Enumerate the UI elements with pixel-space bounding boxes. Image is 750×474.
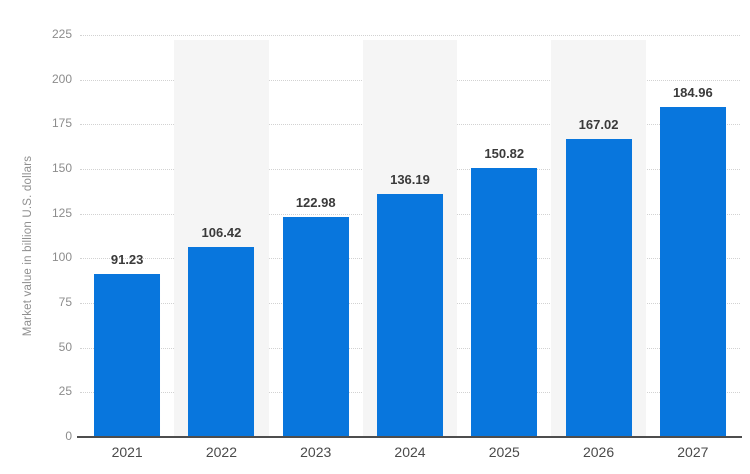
year-label-2026: 2026 <box>582 444 615 460</box>
year-label-2027: 2027 <box>677 444 709 460</box>
bar-value-label-2024: 136.19 <box>390 171 430 187</box>
y-tick-label-175: 175 <box>51 116 72 131</box>
bar-value-label-2021: 91.23 <box>110 252 144 268</box>
column-2023: 122.98 <box>269 35 363 437</box>
year-label-2023: 2023 <box>300 444 332 460</box>
column-2021: 91.23 <box>80 35 174 437</box>
year-label-2021: 2021 <box>111 444 143 460</box>
y-tick-label-200: 200 <box>51 71 72 86</box>
bar-2021[interactable] <box>94 274 161 437</box>
y-tick-label-25: 25 <box>58 384 72 399</box>
y-tick-label-150: 150 <box>51 161 72 175</box>
bar-2023[interactable] <box>282 217 349 437</box>
plot-area: 91.23 106.42 122.98 136.19 150.82 167.02 184.9… <box>80 35 740 437</box>
year-label-2025: 2025 <box>488 444 520 460</box>
bar-value-label-2023: 122.98 <box>295 195 336 211</box>
column-2027: 184.96 <box>646 35 740 437</box>
bar-2024[interactable] <box>376 193 443 437</box>
columns-container: 91.23 106.42 122.98 136.19 150.82 167.02 184.9… <box>80 35 740 437</box>
column-2022: 106.42 <box>174 35 269 437</box>
gridline-225 <box>80 35 740 36</box>
bar-value-label-2027: 184.96 <box>672 84 713 100</box>
column-2025: 150.82 <box>457 35 551 437</box>
year-label-2024: 2024 <box>394 444 426 460</box>
bar-2022[interactable] <box>188 246 255 437</box>
bar-2026[interactable] <box>565 138 632 437</box>
y-tick-label-125: 125 <box>51 205 72 220</box>
bar-2027[interactable] <box>659 106 726 437</box>
y-tick-label-75: 75 <box>58 295 72 309</box>
column-2024: 136.19 <box>362 35 458 437</box>
x-axis-baseline <box>77 436 742 438</box>
bar-2025[interactable] <box>471 167 538 437</box>
bar-value-label-2025: 150.82 <box>484 145 525 161</box>
y-tick-label-0: 0 <box>65 429 72 443</box>
y-tick-label-50: 50 <box>58 339 72 354</box>
x-axis-labels: 2021 2022 2023 2024 2025 2026 2027 <box>80 444 740 460</box>
y-axis-title: Market value in billion U.S. dollars <box>22 155 34 337</box>
bar-value-label-2026: 167.02 <box>578 116 619 132</box>
column-2026: 167.02 <box>551 35 646 437</box>
y-tick-label-100: 100 <box>51 250 72 265</box>
bar-value-label-2022: 106.42 <box>201 224 242 240</box>
year-label-2022: 2022 <box>205 444 237 460</box>
y-tick-label-225: 225 <box>51 27 72 41</box>
